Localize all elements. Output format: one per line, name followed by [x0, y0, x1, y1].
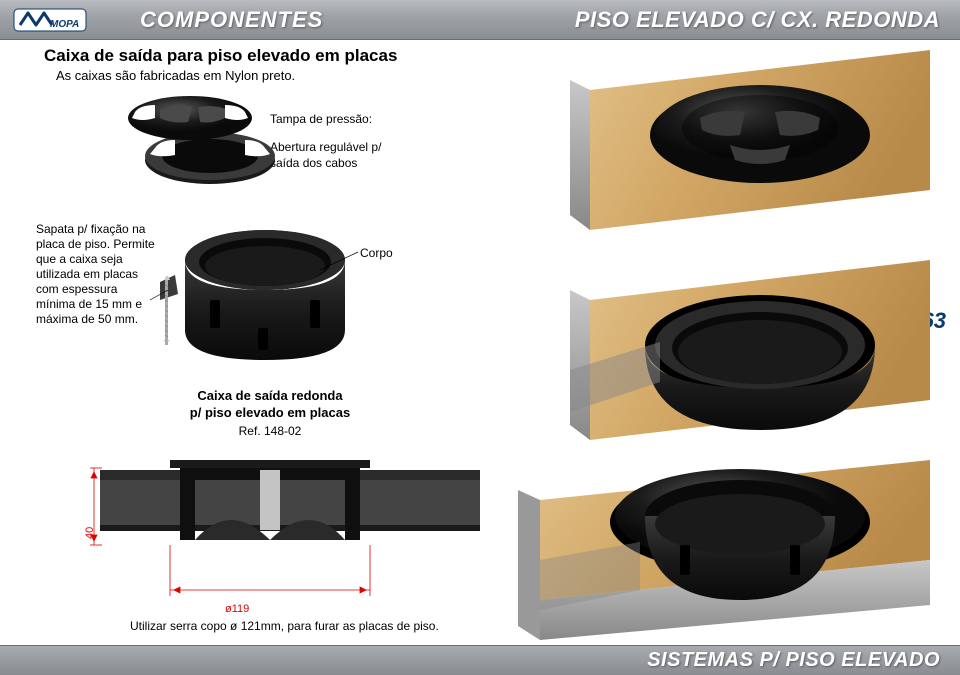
- header-left-title: COMPONENTES: [140, 7, 323, 33]
- page-footer: SISTEMAS P/ PISO ELEVADO: [0, 645, 960, 675]
- illus-cross-section: [90, 460, 480, 596]
- brand-logo: MOPA: [0, 0, 100, 40]
- figure-ref: Ref. 148-02: [170, 424, 370, 438]
- dimension-diameter: ø119: [225, 603, 249, 615]
- figure-caption: Caixa de saída redonda p/ piso elevado e…: [170, 388, 370, 422]
- footer-title: SISTEMAS P/ PISO ELEVADO: [647, 649, 940, 672]
- illus-top-installed: [570, 50, 930, 230]
- utility-note: Utilizar serra copo ø 121mm, para furar …: [130, 619, 439, 633]
- page-number: 63: [922, 308, 946, 334]
- label-sapata: Sapata p/ fixação na placa de piso. Perm…: [36, 222, 156, 327]
- svg-text:MOPA: MOPA: [50, 19, 79, 30]
- caption-line1: Caixa de saída redonda: [197, 388, 342, 403]
- caption-line2: p/ piso elevado em placas: [190, 405, 350, 420]
- illus-bottom-3d: [518, 460, 930, 640]
- page-header: MOPA COMPONENTES PISO ELEVADO C/ CX. RED…: [0, 0, 960, 40]
- header-right-title: PISO ELEVADO C/ CX. REDONDA: [575, 7, 940, 33]
- label-corpo: Corpo: [360, 246, 393, 260]
- label-tampa: Tampa de pressão:: [270, 112, 372, 126]
- illus-cap-exploded: [128, 96, 275, 184]
- dimension-height: 40: [84, 527, 96, 539]
- label-abertura: Abertura regulável p/ saída dos cabos: [270, 140, 410, 171]
- page-subtitle: As caixas são fabricadas em Nylon preto.: [56, 68, 295, 83]
- page-title: Caixa de saída para piso elevado em plac…: [44, 46, 397, 66]
- illus-body: [150, 230, 358, 360]
- illus-bottom-installed: [570, 260, 930, 440]
- illustration-layer: [0, 0, 960, 675]
